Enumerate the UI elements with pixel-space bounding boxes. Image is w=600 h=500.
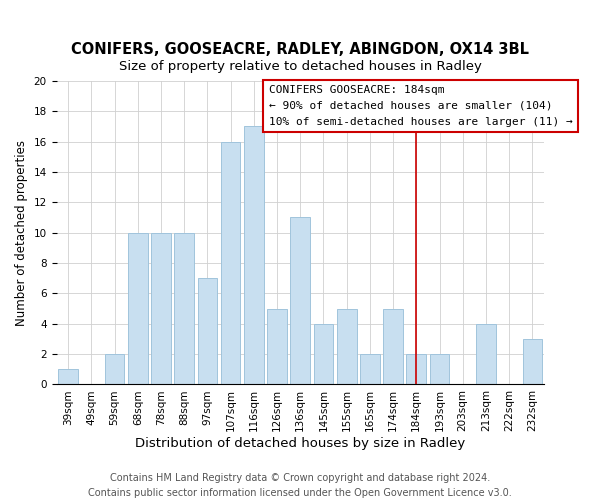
Text: CONIFERS GOOSEACRE: 184sqm
← 90% of detached houses are smaller (104)
10% of sem: CONIFERS GOOSEACRE: 184sqm ← 90% of deta… [269,86,572,126]
Bar [430,354,449,384]
Bar [221,142,241,384]
Bar [314,324,334,384]
Bar [337,308,356,384]
Bar [58,370,78,384]
Y-axis label: Number of detached properties: Number of detached properties [15,140,28,326]
Bar [175,232,194,384]
Bar [360,354,380,384]
Bar [104,354,124,384]
Bar [151,232,171,384]
Bar [128,232,148,384]
Bar [244,126,263,384]
Text: Size of property relative to detached houses in Radley: Size of property relative to detached ho… [119,60,482,73]
Text: Contains HM Land Registry data © Crown copyright and database right 2024.
Contai: Contains HM Land Registry data © Crown c… [88,472,512,498]
Bar [197,278,217,384]
X-axis label: Distribution of detached houses by size in Radley: Distribution of detached houses by size … [135,437,466,450]
Bar [383,308,403,384]
Bar [523,339,542,384]
Text: CONIFERS, GOOSEACRE, RADLEY, ABINGDON, OX14 3BL: CONIFERS, GOOSEACRE, RADLEY, ABINGDON, O… [71,42,529,56]
Bar [267,308,287,384]
Bar [476,324,496,384]
Bar [406,354,426,384]
Bar [290,218,310,384]
